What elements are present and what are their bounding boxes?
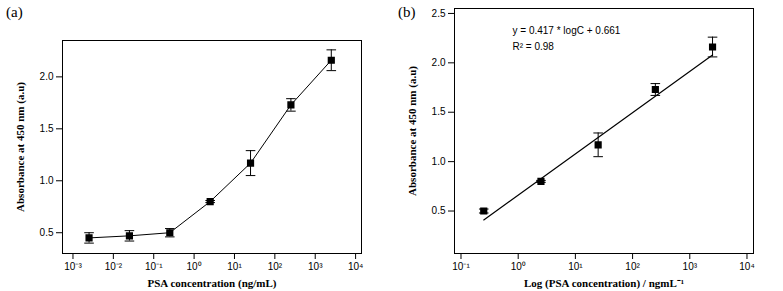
svg-text:10²: 10²	[625, 261, 640, 272]
svg-text:10²: 10²	[268, 261, 283, 272]
svg-text:10⁰: 10⁰	[187, 261, 202, 272]
svg-text:Log (PSA concentration) / ngmL: Log (PSA concentration) / ngmL⁻¹	[524, 277, 684, 290]
html-text:(b): (b)	[398, 4, 416, 20]
svg-text:y = 0.417 * logC + 0.661: y = 0.417 * logC + 0.661	[513, 25, 621, 36]
svg-text:0.5: 0.5	[432, 205, 446, 216]
svg-text:10⁻²: 10⁻²	[105, 261, 123, 272]
svg-text:10⁰: 10⁰	[511, 261, 526, 272]
html-text:(a): (a)	[6, 4, 23, 20]
svg-text:R² = 0.98: R² = 0.98	[513, 41, 555, 52]
svg-text:10¹: 10¹	[568, 261, 583, 272]
svg-text:PSA concentration (ng/mL): PSA concentration (ng/mL)	[148, 277, 277, 290]
svg-text:2.0: 2.0	[40, 71, 54, 82]
svg-text:10⁻¹: 10⁻¹	[145, 261, 163, 272]
svg-text:10⁴: 10⁴	[348, 261, 363, 272]
svg-text:10⁴: 10⁴	[739, 261, 754, 272]
svg-text:10¹: 10¹	[227, 261, 242, 272]
svg-text:1.5: 1.5	[432, 106, 446, 117]
svg-text:1.0: 1.0	[432, 156, 446, 167]
svg-text:1.5: 1.5	[40, 123, 54, 134]
svg-text:Absorbance at 450 nm (a.u): Absorbance at 450 nm (a.u)	[406, 66, 419, 196]
svg-text:1.0: 1.0	[40, 175, 54, 186]
svg-text:10⁻³: 10⁻³	[64, 261, 82, 272]
svg-text:2.0: 2.0	[432, 57, 446, 68]
svg-text:10⁻¹: 10⁻¹	[452, 261, 470, 272]
svg-text:10³: 10³	[683, 261, 698, 272]
svg-text:0.5: 0.5	[40, 227, 54, 238]
svg-text:Absorbance at 450 nm (a.u): Absorbance at 450 nm (a.u)	[14, 82, 27, 212]
svg-text:10³: 10³	[308, 261, 323, 272]
svg-text:2.5: 2.5	[432, 8, 446, 19]
